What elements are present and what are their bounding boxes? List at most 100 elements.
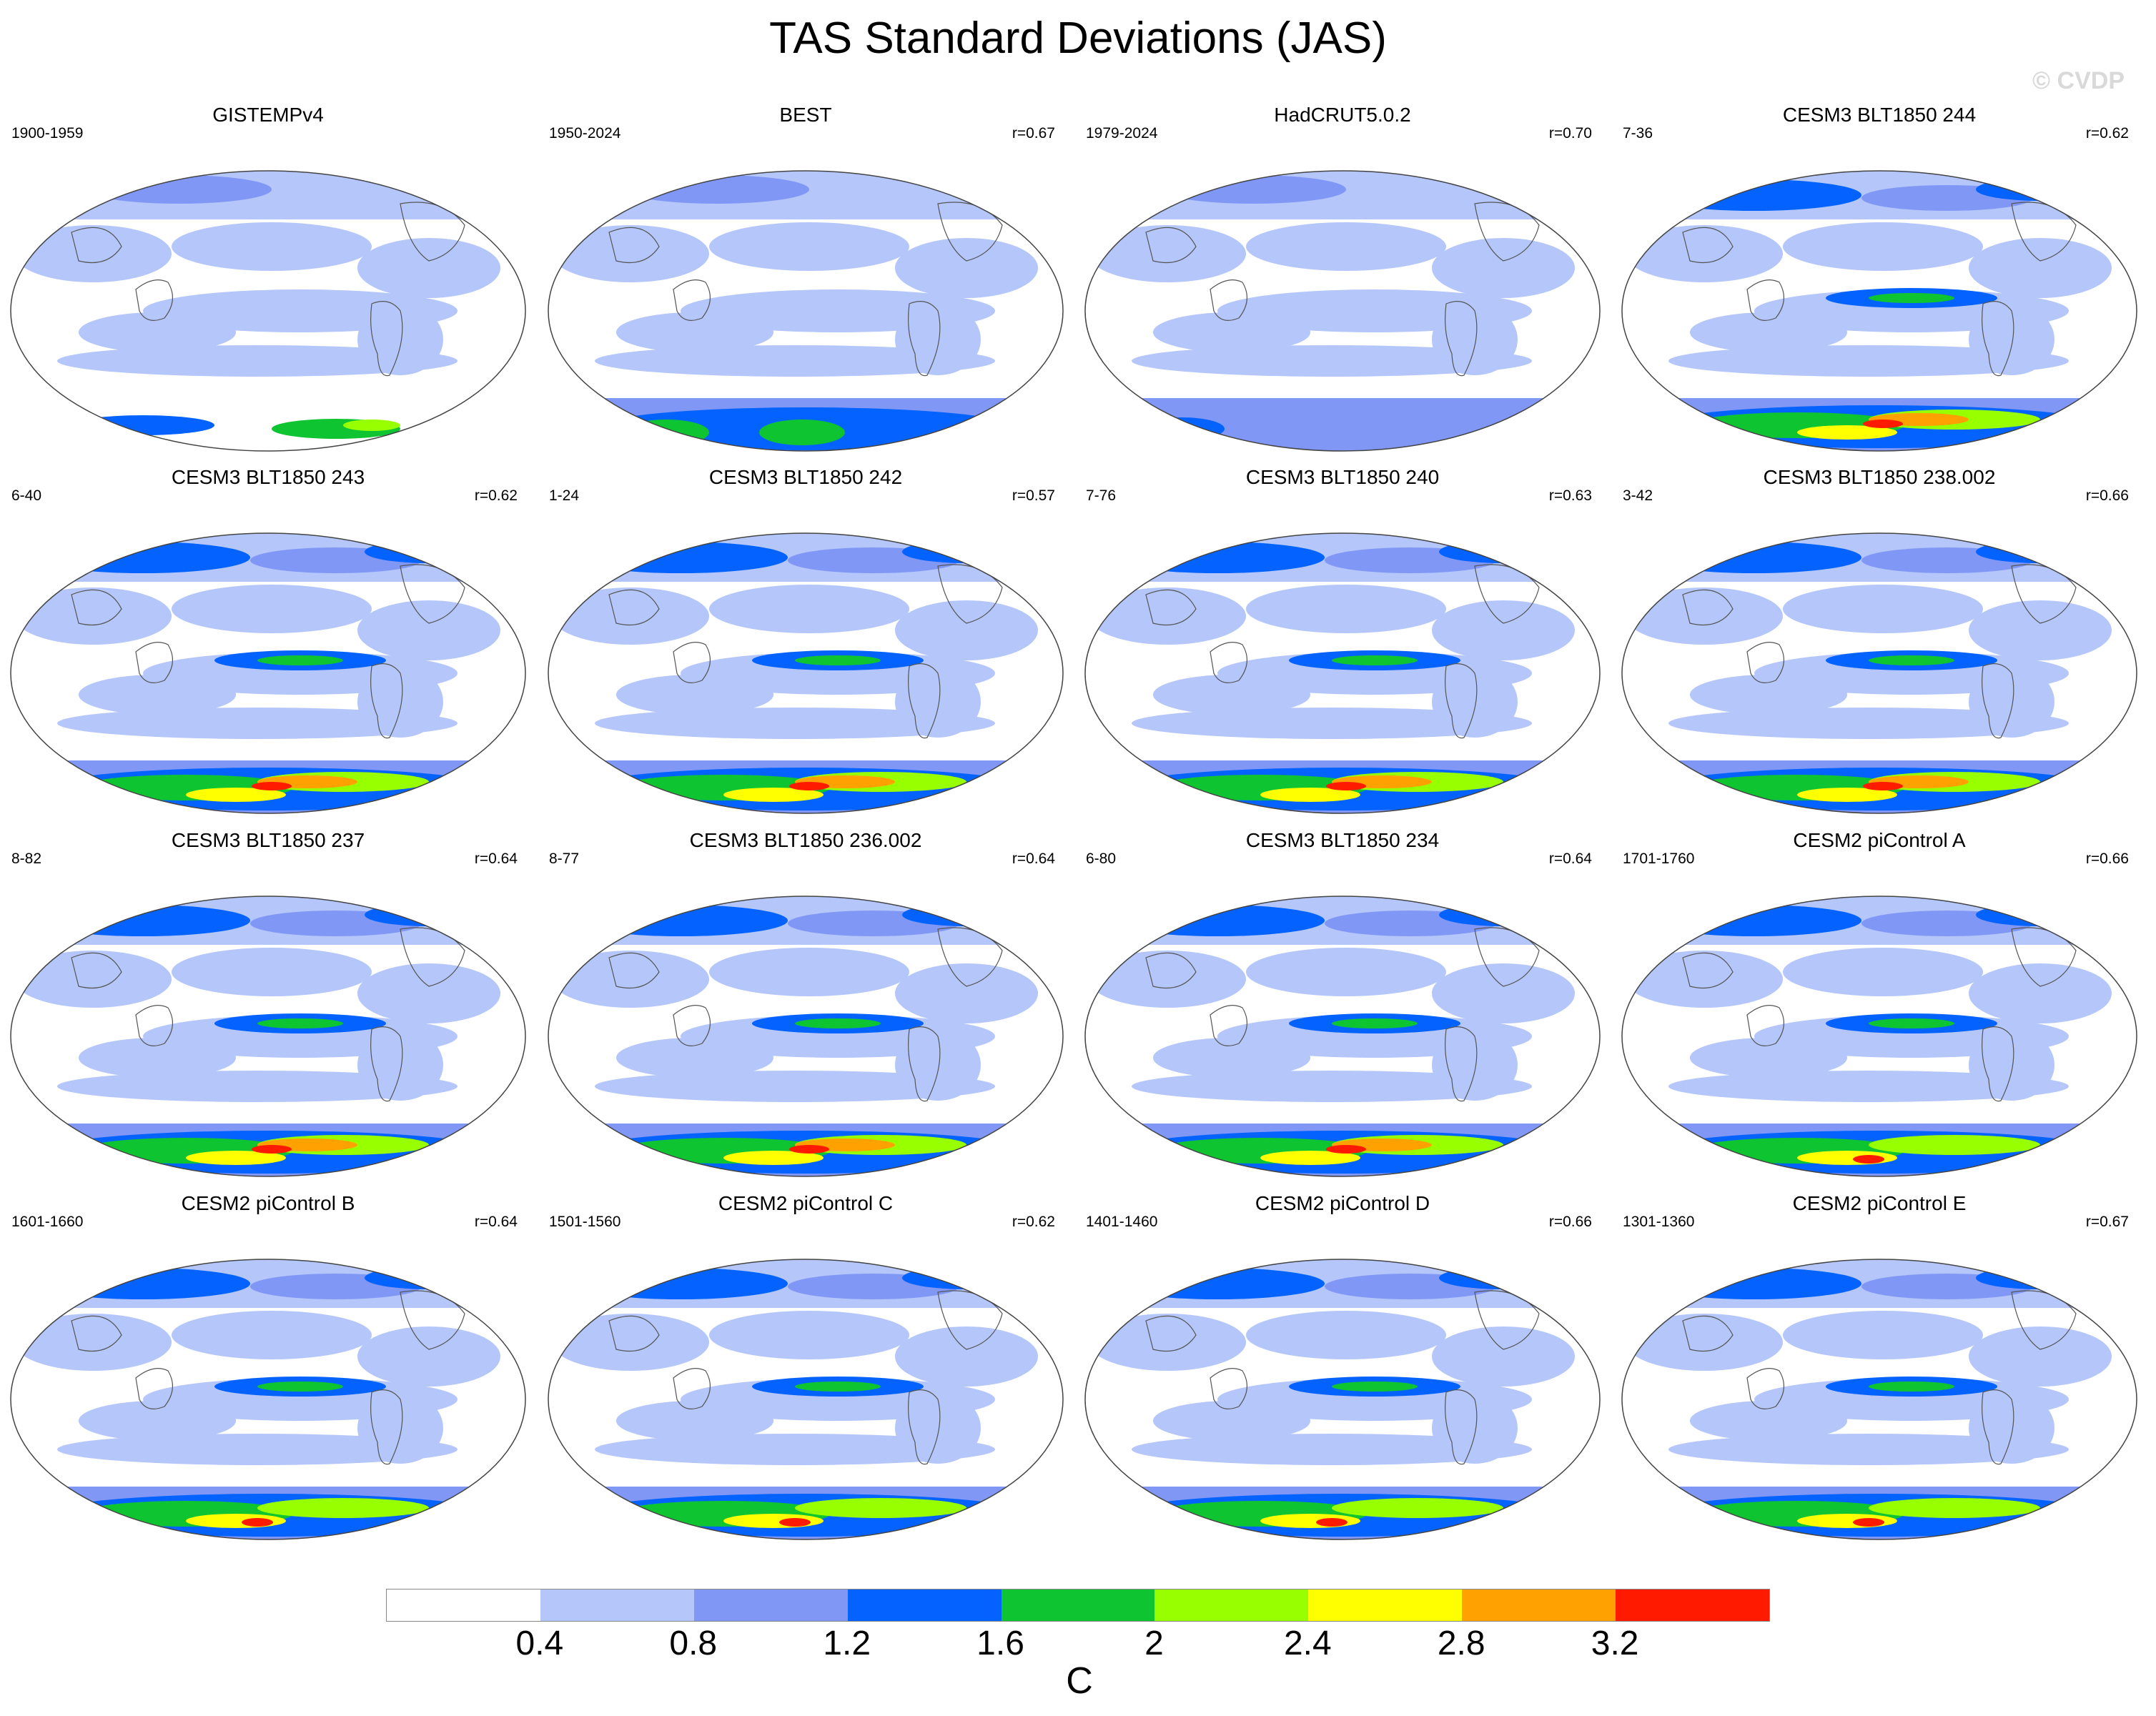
australia-patch <box>79 675 236 715</box>
australia-patch <box>1153 675 1310 715</box>
enso-core <box>257 655 343 665</box>
panel-correlation-label: r=0.62 <box>2085 125 2129 142</box>
southern-midlat-band <box>1132 1434 1532 1465</box>
map-svg <box>1084 1259 1601 1540</box>
midlat-patch <box>14 225 172 282</box>
map-svg <box>10 532 526 814</box>
colorbar-tick-label: 2.8 <box>1437 1625 1485 1662</box>
colorbar-unit-label: C <box>1066 1660 1093 1702</box>
colorbar-box <box>387 1589 540 1621</box>
colorbar-tick-label: 0.8 <box>669 1625 718 1662</box>
enso-core <box>257 1382 343 1392</box>
colorbar-box <box>1154 1589 1309 1621</box>
midlat-patch <box>172 585 372 633</box>
panel-period-label: 8-77 <box>549 850 580 867</box>
map-outline <box>548 1259 1064 1540</box>
southern-midlat-band <box>1132 345 1532 377</box>
antarctic-sparse-peak <box>343 420 400 431</box>
panel-period-label: 7-76 <box>1086 487 1117 504</box>
southern-midlat-band <box>595 708 995 739</box>
midlat-patch <box>709 948 909 996</box>
panel-title: CESM2 piControl C <box>718 1192 894 1214</box>
australia-patch <box>1153 1401 1310 1441</box>
colorbar-tick-label: 2 <box>1144 1625 1164 1662</box>
map-outline <box>1084 170 1601 452</box>
antarctic-peak <box>186 788 286 802</box>
midlat-patch <box>1783 948 1983 996</box>
coastlines <box>608 1290 1003 1465</box>
midlat-patch <box>1246 222 1446 271</box>
map-outline <box>1084 532 1601 814</box>
map-outline <box>1621 896 2137 1177</box>
midlat-patch <box>172 948 372 996</box>
map-panel: CESM3 BLT1850 236.002 8-77 r=0.64 <box>538 829 1074 1186</box>
map-panel: CESM2 piControl E 1301-1360 r=0.67 <box>1611 1192 2147 1549</box>
australia-patch <box>79 1401 236 1441</box>
southern-midlat-band <box>57 1434 458 1465</box>
colorbar-box <box>1462 1589 1616 1621</box>
midlat-patch <box>709 222 909 271</box>
southern-midlat-band <box>1668 1071 2069 1102</box>
map-svg <box>548 1259 1064 1540</box>
panel-period-label: 1401-1460 <box>1086 1214 1158 1230</box>
panel-title: CESM3 BLT1850 243 <box>171 466 365 488</box>
australia-patch <box>616 1401 773 1441</box>
panel-title: CESM2 piControl A <box>1793 829 1966 851</box>
map-panel: HadCRUT5.0.2 1979-2024 r=0.70 <box>1074 104 1611 461</box>
midlat-patch <box>1969 238 2112 298</box>
map-svg <box>10 170 526 452</box>
panel-correlation-label: r=0.57 <box>1012 487 1055 504</box>
southern-midlat-band <box>595 1434 995 1465</box>
map-outline <box>1621 532 2137 814</box>
map-panel: BEST 1950-2024 r=0.67 <box>538 104 1074 461</box>
enso-core <box>1869 293 1954 303</box>
panel-period-label: 1900-1959 <box>11 125 84 142</box>
map-outline <box>10 532 526 814</box>
map-outline <box>1084 1259 1601 1540</box>
colorbar-tick-label: 1.2 <box>823 1625 871 1662</box>
map-outline <box>1621 170 2137 452</box>
antarctic-peak <box>759 420 845 445</box>
antarctic-peak <box>723 1151 824 1165</box>
map-svg <box>548 532 1064 814</box>
map-outline <box>548 170 1064 452</box>
panel-title: CESM2 piControl E <box>1792 1192 1967 1214</box>
antarctic-max <box>1853 1155 1884 1164</box>
panel-correlation-label: r=0.66 <box>2085 850 2129 867</box>
map-panel: CESM2 piControl B 1601-1660 r=0.64 <box>0 1192 536 1549</box>
midlat-patch <box>172 222 372 271</box>
midlat-patch <box>357 1326 500 1387</box>
southern-midlat-band <box>595 1071 995 1102</box>
midlat-patch <box>1246 585 1446 633</box>
antarctic-peak <box>1260 788 1360 802</box>
australia-patch <box>79 1038 236 1078</box>
midlat-patch <box>357 238 500 298</box>
colorbar-tick-label: 1.6 <box>976 1625 1024 1662</box>
midlat-patch <box>1089 951 1246 1008</box>
midlat-patch <box>172 1311 372 1359</box>
map-svg <box>1621 1259 2137 1540</box>
southern-midlat-band <box>57 345 458 377</box>
antarctic-strong-variance <box>257 1498 429 1518</box>
colorbar-tick-label: 3.2 <box>1591 1625 1639 1662</box>
southern-midlat-band <box>1668 1434 2069 1465</box>
coastlines <box>1682 202 2077 377</box>
panel-title: CESM3 BLT1850 237 <box>171 829 365 851</box>
colorbar-box <box>540 1589 694 1621</box>
antarctic-max <box>252 1145 292 1154</box>
australia-patch <box>79 312 236 352</box>
panel-correlation-label: r=0.64 <box>474 1214 518 1230</box>
coastlines <box>71 202 465 377</box>
antarctic-peak <box>186 1151 286 1165</box>
panel-title: CESM3 BLT1850 240 <box>1245 466 1440 488</box>
midlat-patch <box>552 1314 709 1371</box>
enso-core <box>1869 655 1954 665</box>
map-svg <box>1621 896 2137 1177</box>
map-panel: CESM2 piControl A 1701-1760 r=0.66 <box>1611 829 2147 1186</box>
australia-patch <box>1690 1401 1847 1441</box>
midlat-patch <box>1969 600 2112 660</box>
map-svg <box>1621 532 2137 814</box>
panel-period-label: 6-40 <box>11 487 42 504</box>
australia-patch <box>1690 312 1847 352</box>
